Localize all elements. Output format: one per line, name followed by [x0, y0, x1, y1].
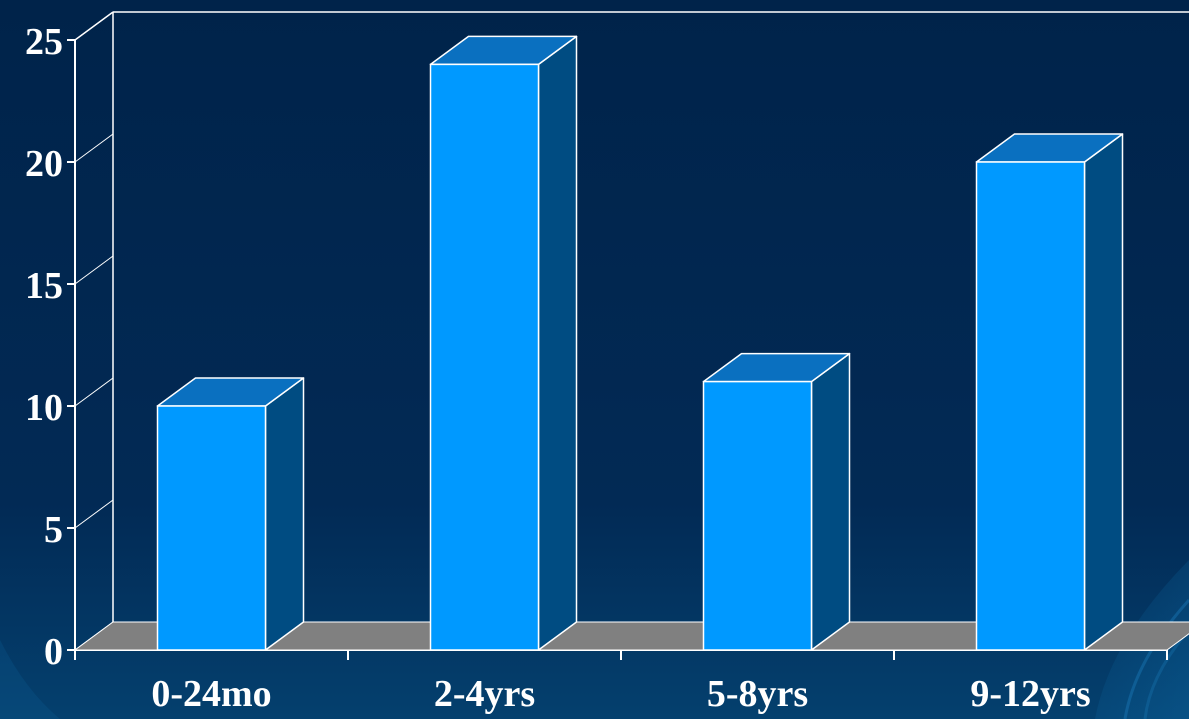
y-tick-label: 25	[25, 21, 63, 63]
y-tick-depth	[74, 499, 114, 529]
x-axis-labels: 0-24mo 2-4yrs 5-8yrs 9-12yrs	[151, 673, 1090, 715]
x-tick-label: 2-4yrs	[434, 673, 535, 715]
bar-front-face	[702, 380, 813, 651]
y-tick-label: 10	[25, 387, 63, 429]
bar-0-24mo	[156, 377, 305, 651]
bar-side-face	[810, 352, 851, 651]
y-tick-label: 15	[25, 265, 63, 307]
x-tick-label: 5-8yrs	[707, 673, 808, 715]
bar-side-face	[1083, 133, 1124, 651]
bar-side-face	[264, 377, 305, 651]
y-tick-depth	[74, 255, 114, 285]
bar-front-face	[156, 405, 267, 651]
bar-front-face	[429, 63, 540, 651]
bar-front-face	[975, 161, 1086, 651]
x-tick-label: 9-12yrs	[970, 673, 1090, 715]
bar-side-face	[537, 35, 578, 651]
bar-2-4yrs	[429, 35, 578, 651]
y-tick-depth	[74, 133, 114, 163]
bar-series	[156, 35, 1124, 651]
y-tick-label: 5	[44, 509, 63, 551]
x-tick-label: 0-24mo	[151, 673, 271, 715]
y-tick-label: 20	[25, 143, 63, 185]
y-tick-label: 0	[44, 631, 63, 673]
y-tick-depth	[74, 11, 114, 41]
y-tick-depth	[74, 377, 114, 407]
bar-5-8yrs	[702, 352, 851, 651]
y-axis-labels: 0 5 10 15 20 25	[25, 21, 63, 673]
bar-9-12yrs	[975, 133, 1124, 651]
